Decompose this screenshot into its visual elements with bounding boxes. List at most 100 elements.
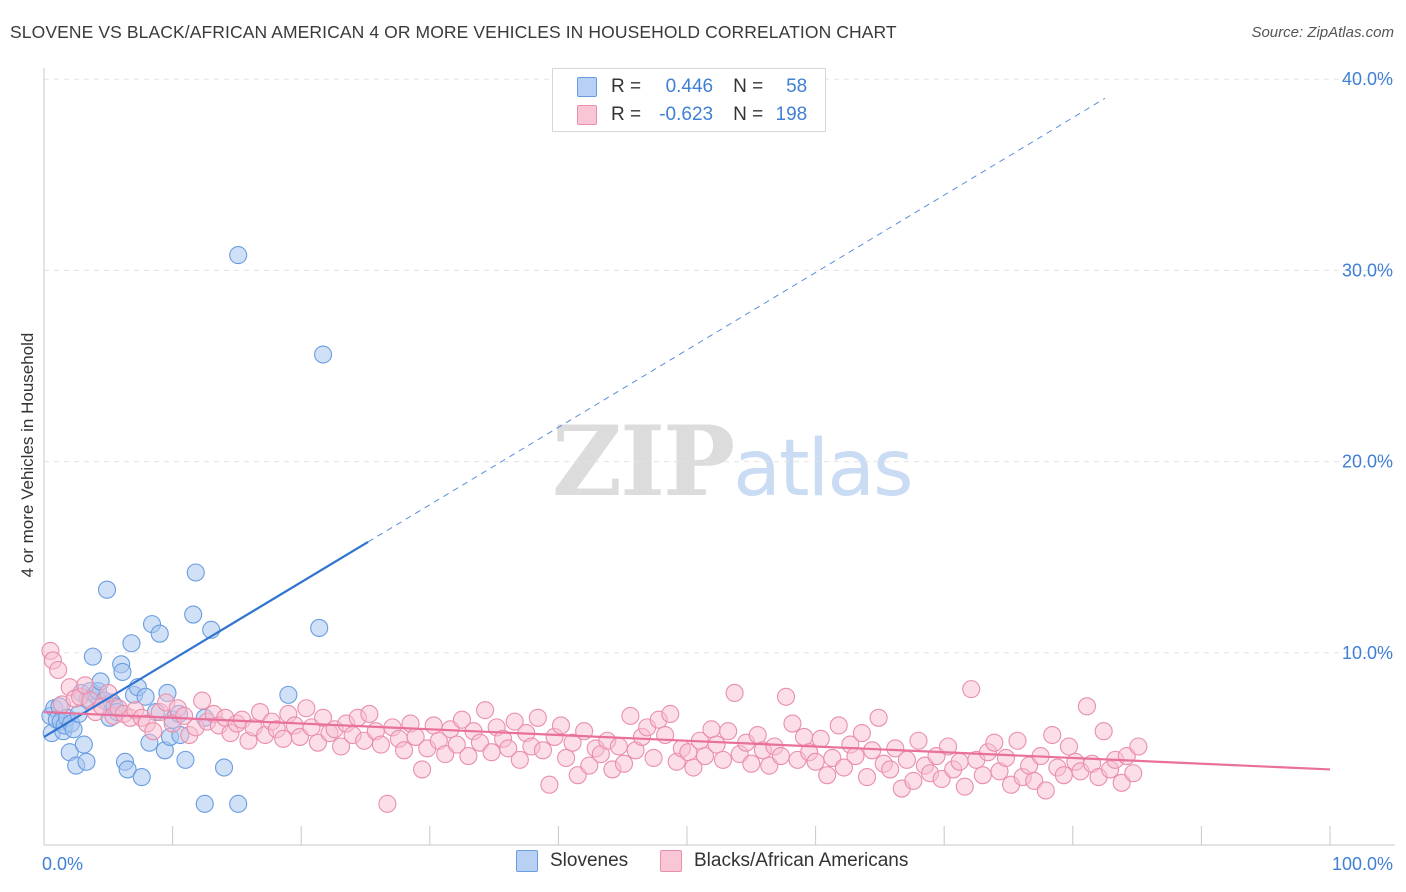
series-blacks-african-americans <box>41 641 1148 813</box>
point-blacks-131 <box>794 727 814 746</box>
point-blacks-87 <box>540 775 559 794</box>
point-blacks-115 <box>702 720 721 739</box>
point-blacks-99 <box>609 737 628 756</box>
source-credit: Source: ZipAtlas.com <box>1251 24 1394 41</box>
point-blacks-48 <box>314 708 333 727</box>
trend-lines <box>43 97 1331 771</box>
point-blacks-72 <box>452 710 472 729</box>
point-blacks-159 <box>955 777 974 796</box>
y-tick-label-30: 30.0% <box>1342 260 1393 280</box>
point-slovenes-55 <box>229 246 248 265</box>
chart-title: SLOVENE VS BLACK/AFRICAN AMERICAN 4 OR M… <box>10 22 897 42</box>
point-blacks-127 <box>771 746 790 766</box>
point-slovenes-58 <box>310 618 329 637</box>
point-slovenes-53 <box>195 794 214 813</box>
point-blacks-119 <box>725 683 744 703</box>
point-blacks-85 <box>528 708 547 727</box>
bottom-legend-slovenes: Slovenes <box>516 850 628 872</box>
point-slovenes-33 <box>122 634 141 653</box>
point-blacks-174 <box>1043 725 1062 745</box>
point-blacks-100 <box>614 754 634 773</box>
point-blacks-7 <box>76 676 95 695</box>
point-blacks-65 <box>413 760 432 779</box>
point-slovenes-32 <box>118 760 137 779</box>
point-blacks-144 <box>869 708 888 727</box>
point-blacks-24 <box>175 706 194 725</box>
trend-line-blacks <box>43 710 1331 771</box>
legend-r-label: R = <box>611 76 642 97</box>
point-slovenes-59 <box>279 685 298 704</box>
point-blacks-173 <box>1036 781 1055 800</box>
point-blacks-140 <box>846 746 865 766</box>
point-blacks-135 <box>818 766 837 785</box>
legend-r-value: 0.446 <box>665 76 714 97</box>
point-slovenes-50 <box>186 563 205 582</box>
point-blacks-41 <box>274 729 293 748</box>
point-slovenes-36 <box>132 768 151 787</box>
point-blacks-151 <box>909 731 928 750</box>
legend-r-label: R = <box>611 104 642 125</box>
point-blacks-183 <box>1094 722 1113 741</box>
bottom-legend-label-slovenes: Slovenes <box>550 850 629 871</box>
point-blacks-59 <box>378 794 397 813</box>
point-blacks-94 <box>580 756 599 775</box>
y-tick-label-10: 10.0% <box>1342 643 1393 663</box>
y-tick-label-20: 20.0% <box>1342 452 1393 472</box>
point-blacks-112 <box>684 758 703 777</box>
point-blacks-27 <box>193 691 212 710</box>
point-blacks-134 <box>811 729 830 748</box>
point-blacks-162 <box>973 766 992 785</box>
point-blacks-150 <box>904 771 923 790</box>
point-blacks-147 <box>886 739 905 758</box>
point-slovenes-15 <box>74 735 93 754</box>
bottom-legend-swatch-blue <box>516 850 538 872</box>
point-blacks-73 <box>459 746 478 766</box>
point-blacks-19 <box>144 722 163 741</box>
point-blacks-90 <box>557 748 576 768</box>
y-axis-label: 4 or more Vehicles in Household <box>18 332 37 578</box>
point-blacks-56 <box>360 704 379 724</box>
bottom-legend-label-blacks: Blacks/African Americans <box>694 850 909 871</box>
point-slovenes-37 <box>136 687 155 706</box>
point-slovenes-54 <box>214 758 234 777</box>
point-blacks-91 <box>563 733 582 752</box>
point-blacks-77 <box>482 743 501 762</box>
tick-labels: 10.0% 20.0% 30.0% 40.0% 0.0% 100.0% <box>42 69 1393 874</box>
x-tick-label-max: 100.0% <box>1332 854 1393 874</box>
point-blacks-128 <box>776 687 796 706</box>
point-blacks-177 <box>1059 737 1078 756</box>
legend-row-blacks: R = -0.623 N = 198 <box>553 101 807 129</box>
point-blacks-146 <box>881 760 900 779</box>
point-blacks-118 <box>719 722 738 741</box>
point-blacks-168 <box>1008 731 1027 750</box>
point-blacks-58 <box>371 735 390 754</box>
point-slovenes-19 <box>83 647 102 666</box>
point-blacks-156 <box>939 737 958 756</box>
legend-n-label: N = <box>733 104 764 125</box>
legend-swatch-blue <box>577 77 597 97</box>
point-blacks-101 <box>621 706 640 725</box>
point-blacks-189 <box>1129 737 1148 756</box>
point-slovenes-57 <box>314 345 333 364</box>
bottom-legend-swatch-pink <box>660 850 682 872</box>
point-blacks-188 <box>1124 764 1143 783</box>
point-blacks-51 <box>332 737 351 756</box>
grid-lines <box>44 78 1395 654</box>
trend-line-slovenes <box>43 540 369 738</box>
legend-n-label: N = <box>733 76 764 97</box>
point-blacks-129 <box>783 714 802 733</box>
point-blacks-149 <box>897 750 916 769</box>
point-blacks-166 <box>996 748 1015 768</box>
point-blacks-180 <box>1077 697 1096 716</box>
point-blacks-142 <box>857 768 877 787</box>
legend-r-value: -0.623 <box>659 104 714 125</box>
point-blacks-86 <box>533 741 553 760</box>
point-blacks-133 <box>806 752 825 771</box>
zipatlas-watermark: ZIPatlas <box>552 405 914 518</box>
correlation-legend: R = 0.446 N = 58 R = -0.623 N = 198 <box>552 68 826 132</box>
point-blacks-164 <box>985 733 1004 752</box>
point-blacks-105 <box>644 748 663 768</box>
point-slovenes-24 <box>97 580 117 599</box>
point-blacks-160 <box>962 680 981 699</box>
